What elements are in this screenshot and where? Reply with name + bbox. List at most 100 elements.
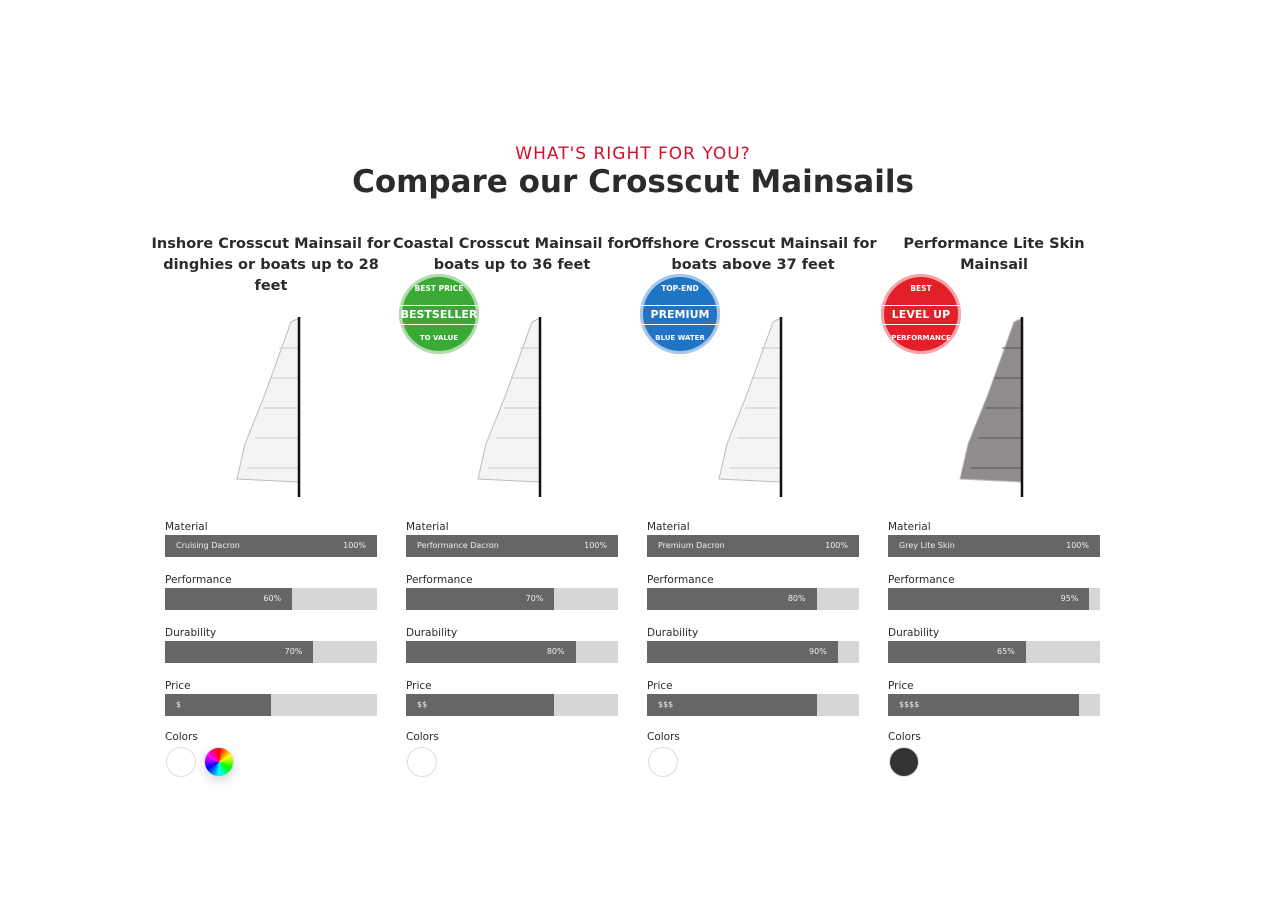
metric-name: Durability bbox=[406, 627, 458, 639]
bar-fill: $$ bbox=[406, 694, 555, 716]
sail bbox=[236, 317, 300, 483]
metric-name: Material bbox=[647, 521, 690, 533]
bar-label: 65% bbox=[997, 647, 1015, 656]
metric-name: Performance bbox=[165, 574, 232, 586]
bar-fill: 100% bbox=[647, 535, 859, 557]
color-swatch[interactable] bbox=[407, 747, 437, 777]
sail-image bbox=[477, 317, 542, 497]
bar-fill: 100% bbox=[888, 535, 1100, 557]
bar-label: 70% bbox=[525, 594, 544, 603]
metric-name: Performance bbox=[406, 574, 473, 586]
product-column: Inshore Crosscut Mainsail for dinghies o… bbox=[152, 234, 390, 804]
metric-name: Durability bbox=[888, 627, 940, 639]
badge: BEST PRICE BESTSELLER TO VALUE bbox=[397, 274, 481, 354]
metric-name: Performance bbox=[647, 574, 714, 586]
bar-label: 95% bbox=[1060, 594, 1079, 603]
bar-track: 60% bbox=[165, 588, 377, 610]
bar-track: 70% bbox=[165, 641, 377, 663]
product-column: Performance Lite Skin Mainsail BEST LEVEL … bbox=[879, 234, 1100, 804]
metric-name: Material bbox=[888, 521, 931, 533]
metric-name: Material bbox=[165, 521, 208, 533]
bar-track: 80% bbox=[406, 641, 618, 663]
color-swatch[interactable] bbox=[648, 747, 678, 777]
bar-label: 90% bbox=[809, 647, 827, 656]
sail-image bbox=[718, 317, 783, 497]
badge-bottom: PERFORMANCE bbox=[891, 334, 951, 342]
bar-track: 100% Cruising Dacron bbox=[165, 535, 377, 557]
product-title: Coastal Crosscut Mainsail for boats up t… bbox=[393, 236, 631, 273]
badge-main: PREMIUM bbox=[638, 305, 722, 325]
product-title: Inshore Crosscut Mainsail for dinghies o… bbox=[151, 236, 391, 294]
badge-top: BEST PRICE bbox=[414, 284, 464, 293]
metric-name: Price bbox=[888, 680, 914, 692]
metric-name: Price bbox=[406, 680, 432, 692]
badge-bottom: TO VALUE bbox=[419, 334, 459, 342]
bar-label: 100% bbox=[1066, 541, 1089, 550]
bar-track: 80% bbox=[647, 588, 859, 610]
bar-fill: 100% bbox=[406, 535, 618, 557]
bar-label: $ bbox=[176, 700, 182, 709]
colors-label: Colors bbox=[406, 731, 439, 743]
badge-main: LEVEL UP bbox=[879, 305, 963, 325]
bar-fill: 70% bbox=[406, 588, 555, 610]
bar-fill: $$$ bbox=[647, 694, 817, 716]
bar-track: 90% bbox=[647, 641, 859, 663]
badge-main: BESTSELLER bbox=[397, 305, 481, 325]
bar-track: 100% Grey Lite Skin bbox=[888, 535, 1100, 557]
color-swatch[interactable] bbox=[889, 747, 919, 777]
badge: TOP-END PREMIUM BLUE WATER bbox=[638, 274, 722, 354]
sail bbox=[959, 317, 1023, 483]
metric-name: Durability bbox=[165, 627, 217, 639]
bar-fill: 60% bbox=[165, 588, 293, 610]
bar-track: $ bbox=[165, 694, 377, 716]
product-title: Performance Lite Skin Mainsail bbox=[903, 236, 1085, 273]
bar-text: Cruising Dacron bbox=[176, 541, 240, 550]
badge-top: TOP-END bbox=[661, 284, 699, 293]
sail bbox=[718, 317, 782, 483]
bar-label: $$$$ bbox=[899, 700, 920, 709]
bar-track: $$$$ bbox=[888, 694, 1100, 716]
bar-text: Performance Dacron bbox=[417, 541, 499, 550]
bar-fill: 80% bbox=[647, 588, 817, 610]
bar-label: 80% bbox=[546, 647, 565, 656]
bar-track: 95% bbox=[888, 588, 1100, 610]
badge-bottom: BLUE WATER bbox=[655, 334, 705, 342]
bar-fill: 70% bbox=[165, 641, 314, 663]
bar-text: Premium Dacron bbox=[658, 541, 725, 550]
metric-name: Durability bbox=[647, 627, 699, 639]
badge-top: BEST bbox=[910, 284, 932, 293]
bar-track: 100% Performance Dacron bbox=[406, 535, 618, 557]
bar-track: $$ bbox=[406, 694, 618, 716]
bar-track: 100% Premium Dacron bbox=[647, 535, 859, 557]
color-swatch[interactable] bbox=[204, 747, 234, 777]
bar-label: $$ bbox=[417, 700, 428, 709]
color-swatch[interactable] bbox=[166, 747, 196, 777]
bar-fill: 80% bbox=[406, 641, 576, 663]
bar-track: 70% bbox=[406, 588, 618, 610]
page-title: Compare our Crosscut Mainsails bbox=[352, 164, 914, 200]
bar-label: 70% bbox=[284, 647, 303, 656]
sail-image bbox=[959, 317, 1024, 497]
colors-label: Colors bbox=[888, 731, 921, 743]
bar-label: 100% bbox=[584, 541, 607, 550]
colors-label: Colors bbox=[647, 731, 680, 743]
bar-label: $$$ bbox=[658, 700, 674, 709]
bar-fill: 100% bbox=[165, 535, 377, 557]
metric-name: Material bbox=[406, 521, 449, 533]
bar-fill: $ bbox=[165, 694, 271, 716]
product-column: Offshore Crosscut Mainsail for boats abo… bbox=[629, 234, 877, 804]
metric-name: Performance bbox=[888, 574, 955, 586]
product-column: Coastal Crosscut Mainsail for boats up t… bbox=[393, 234, 631, 804]
eyebrow: WHAT'S RIGHT FOR YOU? bbox=[515, 144, 751, 164]
bar-fill: 65% bbox=[888, 641, 1026, 663]
sail-image bbox=[236, 317, 301, 497]
bar-track: 65% bbox=[888, 641, 1100, 663]
colors-label: Colors bbox=[165, 731, 198, 743]
metric-name: Price bbox=[165, 680, 191, 692]
badge: BEST LEVEL UP PERFORMANCE bbox=[879, 274, 963, 354]
bar-text: Grey Lite Skin bbox=[899, 541, 955, 550]
bar-label: 100% bbox=[343, 541, 366, 550]
bar-label: 60% bbox=[263, 594, 282, 603]
product-title: Offshore Crosscut Mainsail for boats abo… bbox=[629, 236, 877, 273]
